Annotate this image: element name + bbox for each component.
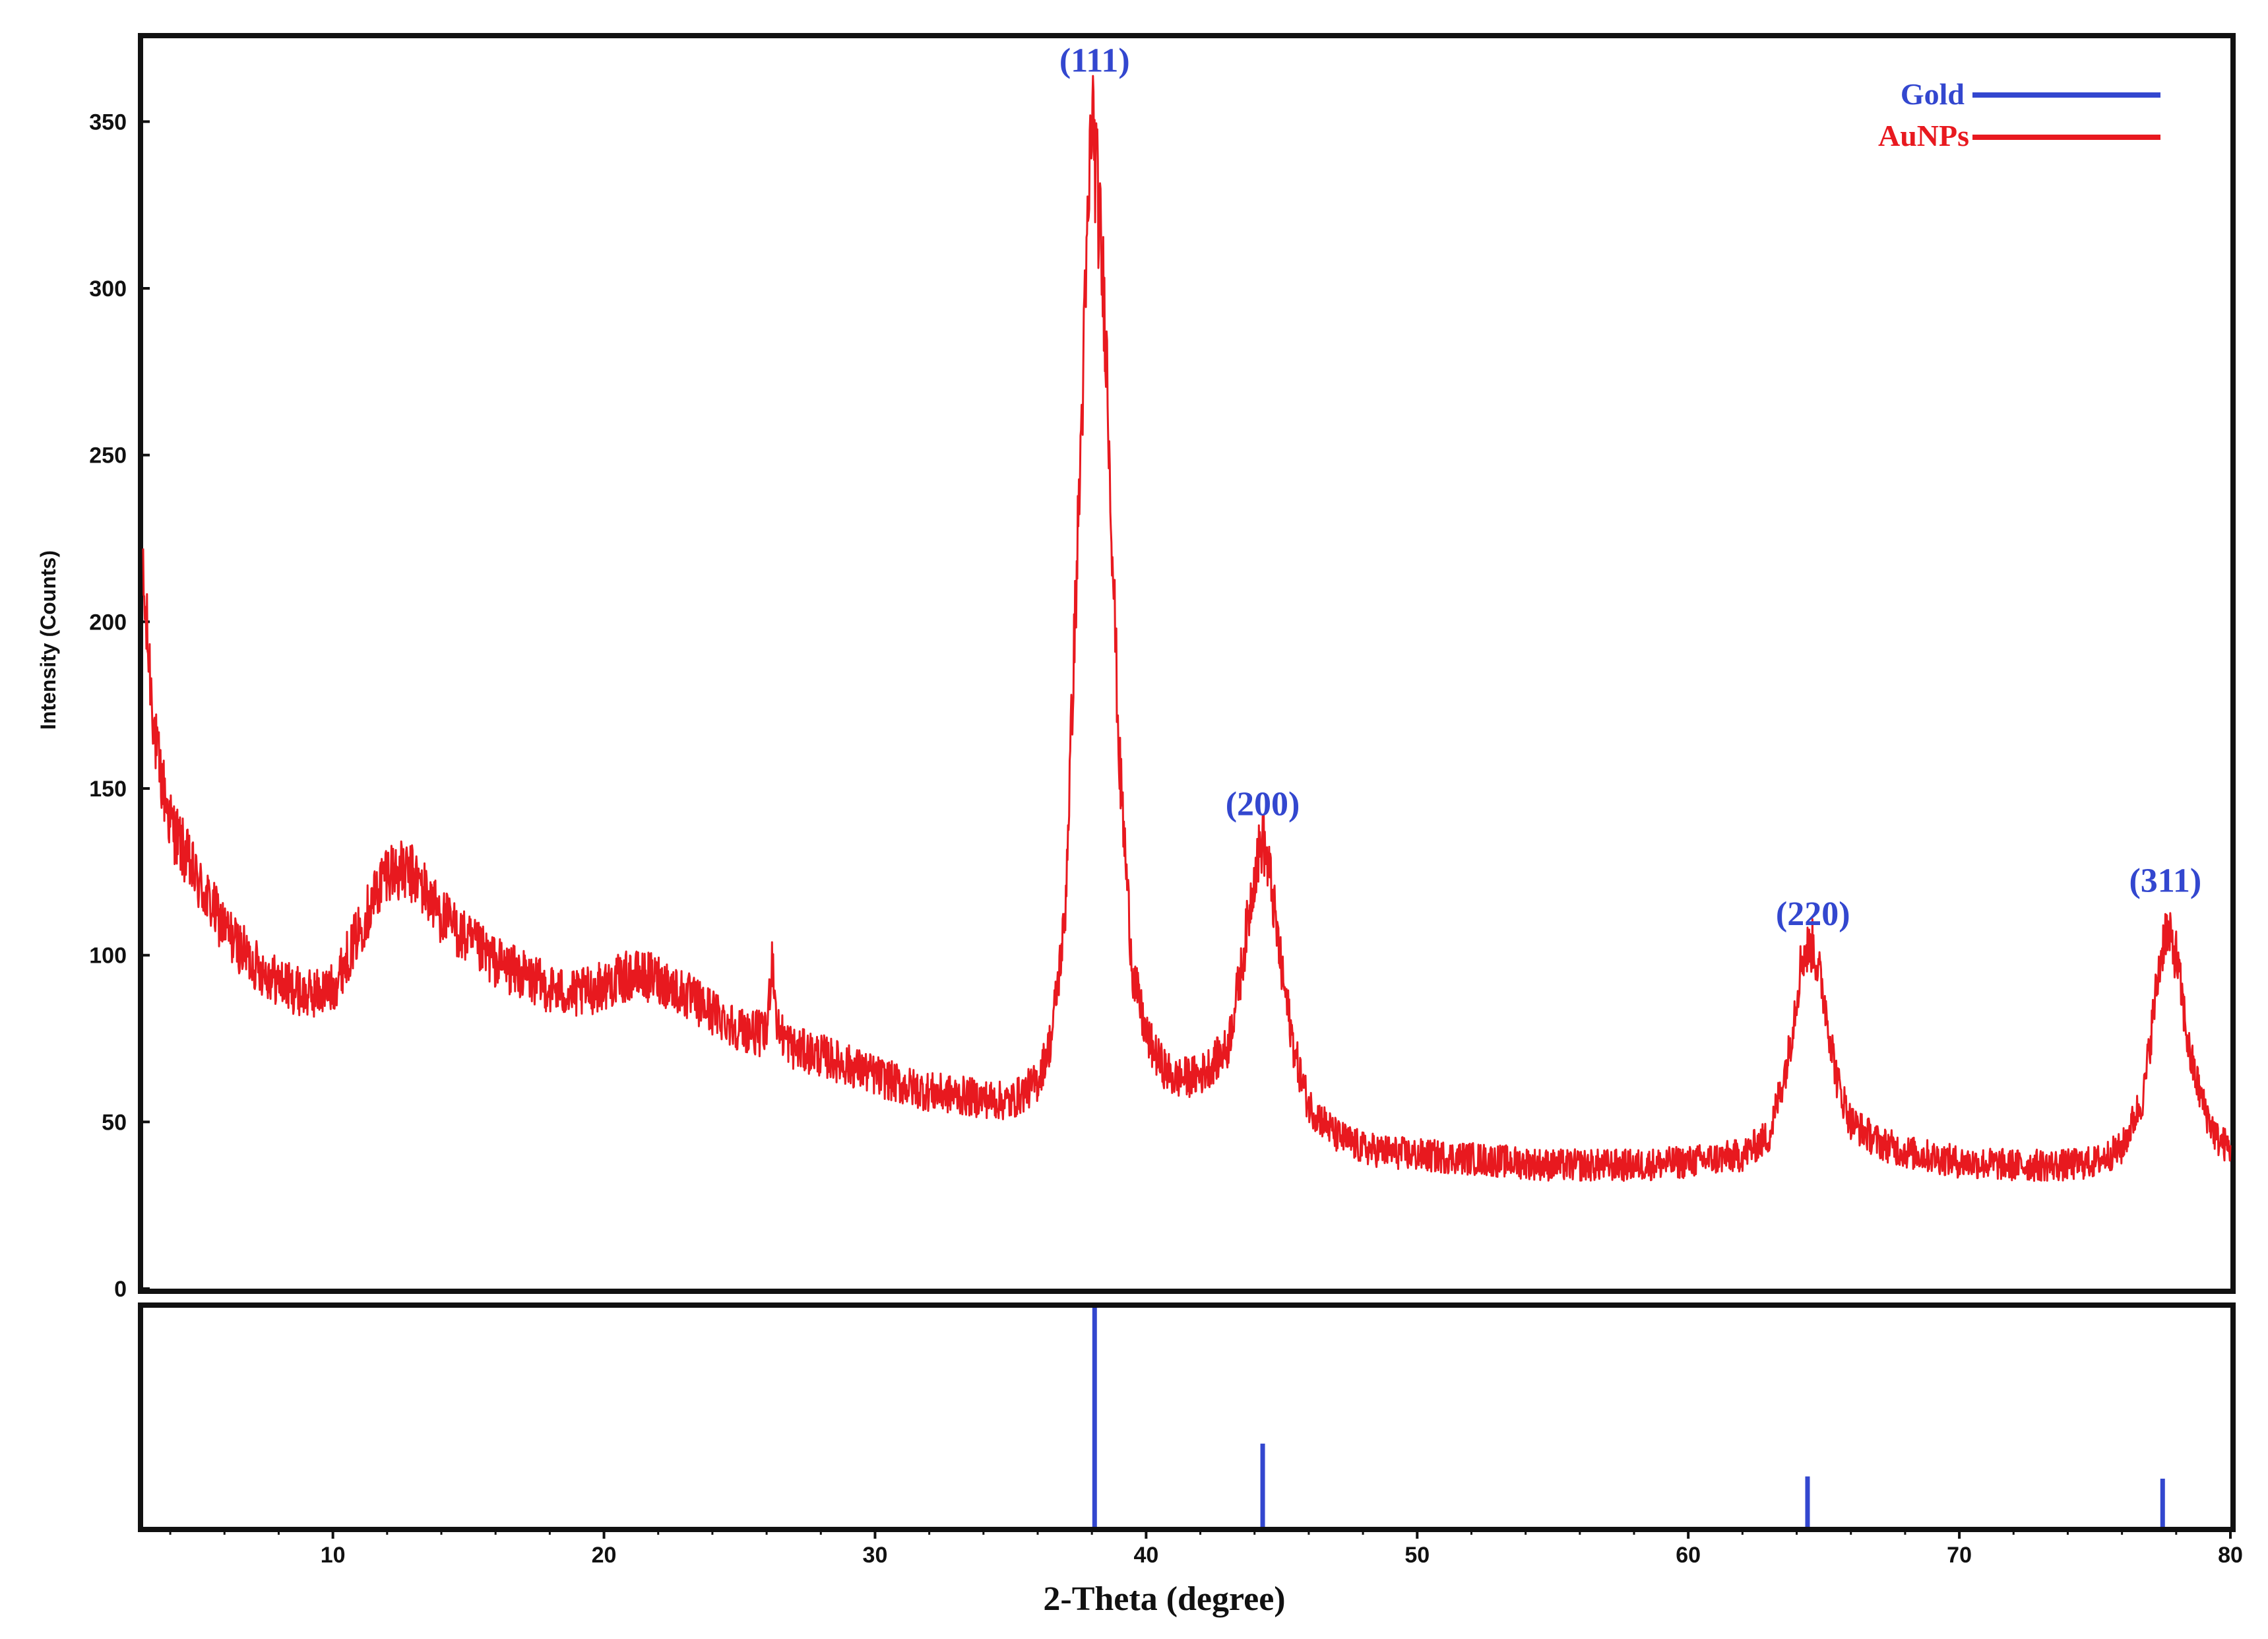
reference-plot-frame [138, 1302, 2236, 1532]
x-tick-label: 20 [592, 1543, 617, 1568]
y-tick-label: 200 [89, 610, 127, 635]
y-tick-label: 350 [89, 110, 127, 135]
tick-layer: 0 50 100 150 200 250 300 350 10 20 30 40 50 60 70 80 [89, 110, 2243, 1568]
peak-label: (220) [1776, 895, 1850, 933]
peak-label: (111) [1059, 42, 1130, 80]
y-tick-label: 300 [89, 276, 127, 302]
y-axis-title: Intensity (Counts) [36, 550, 60, 730]
aunps-series-line [142, 75, 2232, 1182]
y-tick-label: 100 [89, 944, 127, 969]
x-tick-label: 80 [2218, 1543, 2243, 1568]
x-tick-label: 60 [1676, 1543, 1701, 1568]
series-layer [142, 75, 2232, 1182]
peak-label: (200) [1226, 785, 1300, 823]
y-tick-label: 50 [102, 1110, 127, 1135]
x-tick-label: 70 [1947, 1543, 1972, 1568]
x-tick-label: 10 [321, 1543, 346, 1568]
x-axis-title: 2-Theta (degree) [1043, 1580, 1285, 1618]
legend-label-aunps: AuNPs [1878, 119, 1969, 152]
reference-peak-layer [1092, 1308, 2165, 1527]
legend: Gold AuNPs [1878, 77, 2160, 152]
x-tick-label: 30 [863, 1543, 888, 1568]
peak-label: (311) [2129, 862, 2201, 900]
y-tick-label: 0 [114, 1277, 127, 1302]
annotation-layer: (111) (200) (220) (311) [1059, 42, 2201, 934]
x-tick-label: 50 [1404, 1543, 1430, 1568]
y-tick-label: 250 [89, 443, 127, 468]
y-tick-label: 150 [89, 777, 127, 802]
legend-label-gold: Gold [1901, 77, 1965, 111]
main-plot-frame [138, 33, 2236, 1294]
x-tick-label: 40 [1133, 1543, 1158, 1568]
